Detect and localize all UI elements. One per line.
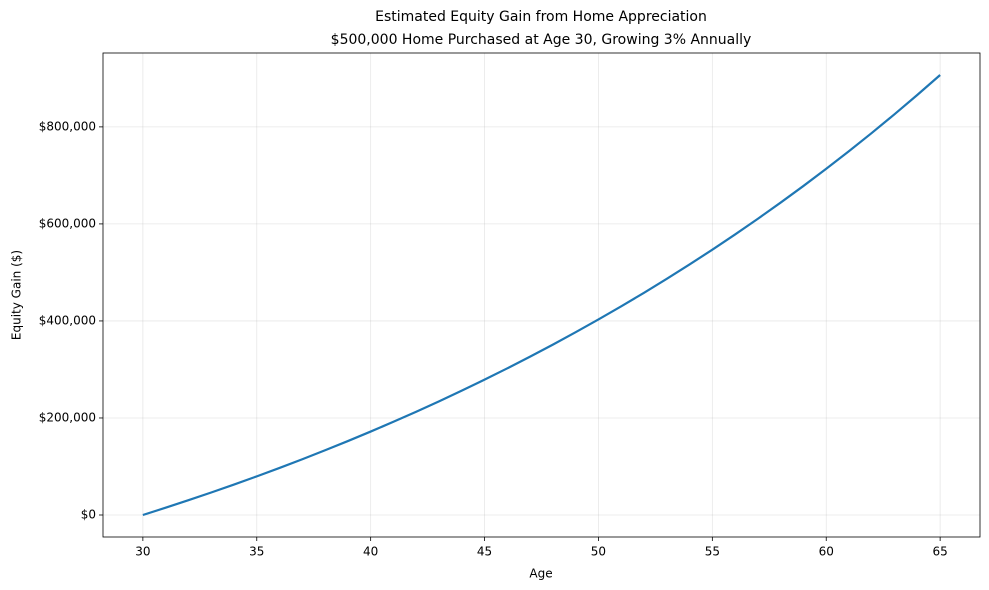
chart-title: Estimated Equity Gain from Home Apprecia… <box>375 9 707 25</box>
x-tick-label: 30 <box>135 545 150 559</box>
y-tick-label: $800,000 <box>39 119 96 133</box>
x-tick-label: 55 <box>705 545 720 559</box>
y-tick-label: $400,000 <box>39 313 96 327</box>
x-tick-label: 35 <box>249 545 264 559</box>
y-tick-label: $0 <box>81 507 96 521</box>
y-tick-label: $200,000 <box>39 410 96 424</box>
x-tick-label: 65 <box>932 545 947 559</box>
y-axis-label: Equity Gain ($) <box>10 250 24 340</box>
line-series <box>142 74 941 517</box>
x-axis-label: Age <box>529 567 552 581</box>
chart-subtitle: $500,000 Home Purchased at Age 30, Growi… <box>331 32 752 48</box>
x-tick-label: 45 <box>477 545 492 559</box>
grid <box>103 53 980 537</box>
y-tick-label: $600,000 <box>39 216 96 230</box>
x-tick-label: 50 <box>591 545 606 559</box>
plot-area <box>142 74 941 517</box>
x-tick-label: 60 <box>819 545 834 559</box>
x-tick-label: 40 <box>363 545 378 559</box>
axes-frame <box>102 52 981 538</box>
